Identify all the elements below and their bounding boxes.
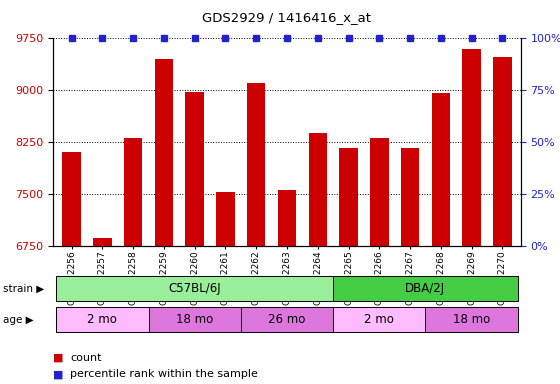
Bar — [93, 238, 111, 246]
Text: 2 mo: 2 mo — [365, 313, 394, 326]
Bar — [401, 148, 419, 246]
Text: C57BL/6J: C57BL/6J — [169, 283, 221, 295]
Text: ■: ■ — [53, 369, 64, 379]
Bar — [339, 148, 358, 246]
Bar — [309, 133, 327, 246]
Bar — [62, 152, 81, 246]
Text: ■: ■ — [53, 353, 64, 363]
Bar — [432, 93, 450, 246]
Bar — [463, 49, 481, 246]
Text: GDS2929 / 1416416_x_at: GDS2929 / 1416416_x_at — [203, 12, 371, 25]
Bar — [216, 192, 235, 246]
Text: 18 mo: 18 mo — [176, 313, 213, 326]
Text: 2 mo: 2 mo — [87, 313, 118, 326]
Text: strain ▶: strain ▶ — [3, 284, 44, 294]
Text: DBA/2J: DBA/2J — [405, 283, 446, 295]
Text: 26 mo: 26 mo — [268, 313, 306, 326]
Bar — [370, 138, 389, 246]
Bar — [155, 59, 173, 246]
Text: 18 mo: 18 mo — [453, 313, 490, 326]
Bar — [185, 92, 204, 246]
Bar — [278, 190, 296, 246]
Text: percentile rank within the sample: percentile rank within the sample — [70, 369, 258, 379]
Bar — [493, 57, 512, 246]
Bar — [124, 138, 142, 246]
Text: age ▶: age ▶ — [3, 314, 34, 325]
Bar — [247, 83, 265, 246]
Text: count: count — [70, 353, 101, 363]
